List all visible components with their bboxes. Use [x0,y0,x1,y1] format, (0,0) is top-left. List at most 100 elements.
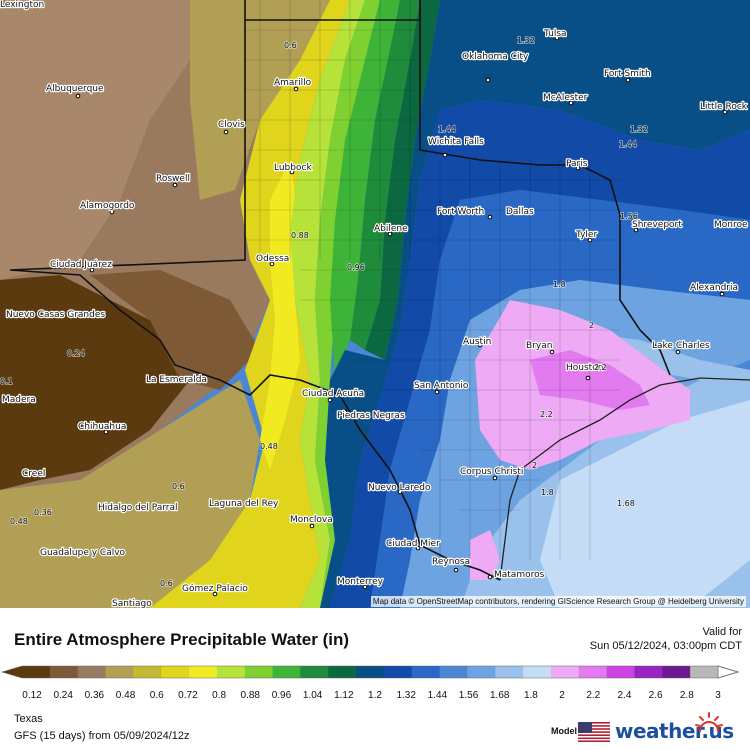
legend-swatch [690,666,719,678]
contour-labels: 0.6 1.32 1.44 1.32 1.44 1.56 0.88 0.96 1… [0,35,649,589]
city-labels: Albuquerque Oklahoma City Tulsa Fort Smi… [0,0,749,608]
city-label: Alamogordo [80,201,135,211]
field-lightgreen [290,0,365,608]
contour-label: 2 [532,461,537,470]
city-label: Paris [566,159,588,169]
legend-tick-label: 2.4 [618,690,632,701]
legend-bar: 0.12 0.24 0.36 0.48 0.6 0.72 0.8 0.88 0.96 1.04 1.… [0,665,740,701]
city-label: Hidalgo del Parral [98,503,177,513]
city-label: Tulsa [543,29,567,39]
legend-swatch [467,666,496,678]
legend-swatch [383,666,413,678]
legend-tick-label: 2.8 [680,690,694,701]
region-label: Texas [14,713,43,725]
city-label: Roswell [156,174,190,184]
legend-tick-label: 0.6 [150,690,164,701]
legend-swatch [161,666,190,678]
us-flag-icon [578,722,610,742]
legend-tick-label: 3 [715,690,721,701]
legend-tick-label: 2.2 [586,690,600,701]
city-label: Creel [22,469,45,479]
map-title: Entire Atmosphere Precipitable Water (in… [14,630,350,649]
contour-label: 0.48 [10,517,28,526]
legend-swatch [189,666,218,678]
field-green [315,0,380,608]
field-lightbrown [0,0,200,280]
legend-tick-label: 0.88 [241,690,261,701]
valid-time: Sun 05/12/2024, 03:00pm CDT [589,640,742,652]
legend-tick-label: 1.12 [334,690,354,701]
legend-right-arrow [717,665,740,679]
city-label: Ciudad Juárez [50,260,112,270]
contour-label: 1.68 [617,499,635,508]
legend-swatch [550,666,580,678]
legend-swatch [244,666,274,678]
legend-tick-label: 0.24 [53,690,73,701]
map-attribution: Map data © OpenStreetMap contributors, r… [370,596,746,607]
legend-tick-label: 1.04 [303,690,323,701]
city-label: Lake Charles [652,341,710,351]
contour-label: 1.44 [619,140,637,149]
precipitable-water-map[interactable]: Albuquerque Oklahoma City Tulsa Fort Smi… [0,0,750,608]
contour-label: 0.48 [260,442,278,451]
contour-label: 2 [589,321,594,330]
city-label: Odessa [256,254,289,264]
city-label: Ciudad Acuña [302,389,364,399]
legend-swatch [300,666,329,678]
legend-swatch [634,666,663,678]
legend-tick-label: 1.56 [459,690,479,701]
legend-tick-label: 0.96 [272,690,292,701]
city-label: Monroe [714,220,748,230]
contour-label: 0.36 [34,508,52,517]
city-label: Lexington [0,0,44,10]
city-label: La Esmeralda [146,375,207,385]
field-olive-north [190,0,330,200]
city-label: Shreveport [632,220,682,230]
field-yellow [150,0,350,608]
field-yellow-bright [260,160,300,470]
field-magenta [530,350,650,410]
oklahoma-border [245,0,421,21]
city-label: Bryan [526,341,552,351]
city-label: Amarillo [274,78,312,88]
field-teal [365,0,440,360]
field-midblue [370,190,750,608]
field-brown-mid [90,270,260,390]
legend-tick-label: 1.32 [396,690,416,701]
contour-label: 1.32 [517,36,535,45]
legend-swatch [77,666,107,678]
legend-tick-label: 0.8 [212,690,226,701]
contour-label: 0.24 [67,349,85,358]
city-label: Austin [463,337,491,347]
contour-label: 0.1 [0,377,13,386]
legend-tick-label: 0.12 [22,690,42,701]
city-label: Corpus Christi [460,467,523,477]
city-label: Oklahoma City [462,52,529,62]
legend-tick-label: 1.8 [524,690,538,701]
city-label: Gómez Palacio [182,583,248,594]
coast [499,377,750,581]
county-grid [245,0,620,560]
city-label: Monterrey [337,577,384,587]
field-darkgreen [330,0,400,380]
field-olive [0,380,260,608]
city-label: Piedras Negras [337,411,405,421]
legend-swatch [439,666,468,678]
city-label: Houston [566,363,603,373]
city-label: Laguna del Rey [209,499,279,509]
city-label: San Antonio [414,381,469,391]
sun-logo-icon [695,712,723,732]
borders [9,0,750,581]
legend-tick-label: 0.36 [85,690,105,701]
city-label: Guadalupe y Calvo [40,548,126,558]
texas-border [9,0,671,581]
city-label: Wichita Falls [428,137,484,147]
contour-label: 0.6 [284,41,297,50]
legend-tick-label: 1.44 [428,690,448,701]
contour-label: 2.2 [540,410,553,419]
contour-label: 1.56 [620,212,638,221]
valid-for-label: Valid for [702,626,742,638]
contour-label: 1.8 [553,280,566,289]
legend-swatch [22,666,51,678]
contour-label: 1.8 [541,488,554,497]
